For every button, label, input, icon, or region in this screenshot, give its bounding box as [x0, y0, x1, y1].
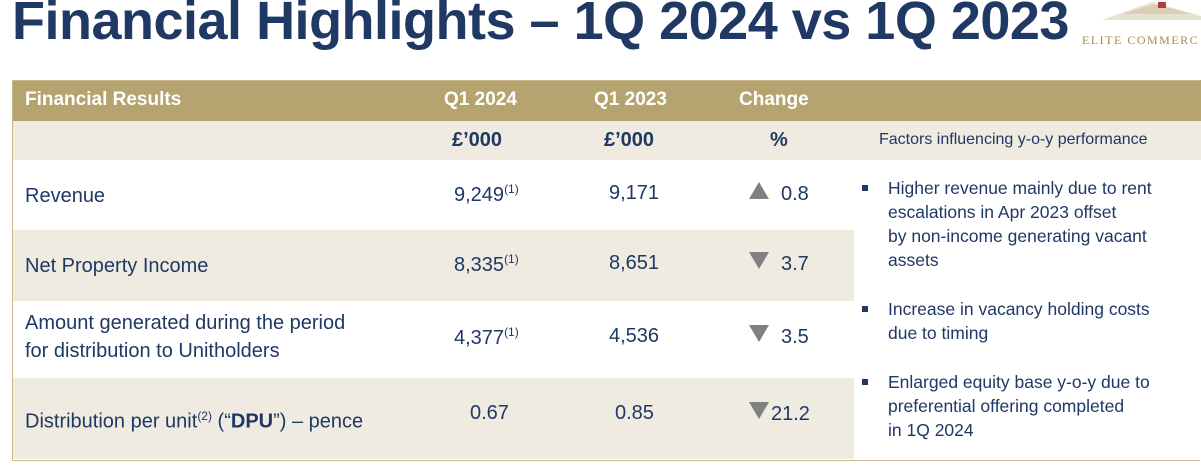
- header-q1-2024: Q1 2024: [444, 89, 517, 110]
- table-row-revenue: Revenue 9,249(1) 9,171 0.8: [12, 160, 854, 230]
- table-row-dpu: Distribution per unit(2) (“DPU”) – pence…: [12, 378, 854, 459]
- page-title: Financial Highlights – 1Q 2024 vs 1Q 202…: [12, 0, 1069, 51]
- financial-results-table: Financial Results Q1 2024 Q1 2023 Change…: [12, 80, 1201, 461]
- q1-2024-value: 9,249(1): [454, 182, 519, 206]
- row-label-line-1: Amount generated during the period: [25, 312, 346, 334]
- q1-2023-value: 0.85: [615, 402, 654, 424]
- header-q1-2023: Q1 2023: [594, 89, 667, 110]
- unit-q1-2024: £’000: [452, 129, 503, 151]
- row-label-line-2: for distribution to Unitholders: [25, 340, 280, 362]
- q1-2024-value: 0.67: [470, 402, 509, 424]
- q1-2024-value: 4,377(1): [454, 325, 519, 349]
- triangle-down-icon: [749, 402, 769, 419]
- bullet-icon: [862, 185, 868, 191]
- triangle-up-icon: [749, 182, 769, 199]
- row-label: Distribution per unit(2) (“DPU”) – pence: [25, 409, 364, 433]
- change-value: 3.5: [749, 325, 809, 349]
- q1-2023-value: 4,536: [609, 325, 660, 347]
- change-value: 3.7: [749, 252, 809, 276]
- row-label: Revenue: [25, 185, 106, 207]
- company-logo-mark: [1102, 2, 1201, 20]
- header-change: Change: [739, 89, 809, 110]
- table-row-net-property-income: Net Property Income 8,335(1) 8,651 3.7: [12, 230, 854, 301]
- header-financial-results: Financial Results: [25, 89, 182, 110]
- q1-2023-value: 8,651: [609, 252, 660, 274]
- unit-change: %: [770, 129, 788, 151]
- table-row-amount-for-distribution: Amount generated during the period for d…: [12, 301, 854, 378]
- triangle-down-icon: [749, 252, 769, 269]
- factors-panel: [854, 160, 1201, 459]
- unit-q1-2023: £’000: [604, 129, 655, 151]
- table-border: [12, 80, 1200, 461]
- factors-heading: Factors influencing y-o-y performance: [879, 131, 1148, 148]
- company-logo-text: ELITE COMMERC: [1082, 33, 1200, 47]
- change-value: 0.8: [749, 182, 809, 206]
- table-units-row: £’000 £’000 % Factors influencing y-o-y …: [12, 121, 1201, 160]
- triangle-down-icon: [749, 325, 769, 342]
- change-value: 21.2: [749, 402, 810, 426]
- table-header-row: Financial Results Q1 2024 Q1 2023 Change: [12, 80, 1201, 121]
- row-label: Net Property Income: [25, 255, 209, 277]
- bullet-icon: [862, 306, 868, 312]
- q1-2024-value: 8,335(1): [454, 252, 519, 276]
- q1-2023-value: 9,171: [609, 182, 660, 204]
- bullet-icon: [862, 379, 868, 385]
